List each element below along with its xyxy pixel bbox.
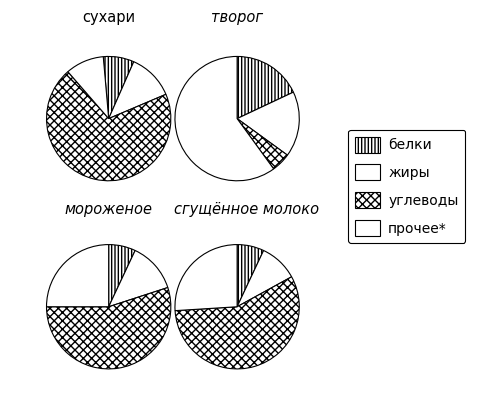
Text: сгущённое молоко: сгущённое молоко [174, 202, 320, 218]
Wedge shape [175, 56, 274, 181]
Text: творог: творог [211, 10, 263, 25]
Text: сухари: сухари [82, 10, 135, 25]
Wedge shape [237, 92, 299, 155]
Wedge shape [68, 57, 109, 119]
Wedge shape [237, 245, 264, 307]
Wedge shape [175, 277, 299, 369]
Wedge shape [103, 56, 134, 119]
Wedge shape [46, 72, 171, 181]
Wedge shape [175, 245, 237, 311]
Wedge shape [46, 245, 109, 307]
Wedge shape [109, 62, 166, 119]
Wedge shape [237, 250, 291, 307]
Text: мороженое: мороженое [65, 202, 153, 218]
Wedge shape [237, 119, 288, 169]
Wedge shape [237, 56, 293, 119]
Wedge shape [109, 245, 135, 307]
Legend: белки, жиры, углеводы, прочее*: белки, жиры, углеводы, прочее* [348, 130, 465, 243]
Wedge shape [46, 288, 171, 369]
Wedge shape [109, 250, 168, 307]
